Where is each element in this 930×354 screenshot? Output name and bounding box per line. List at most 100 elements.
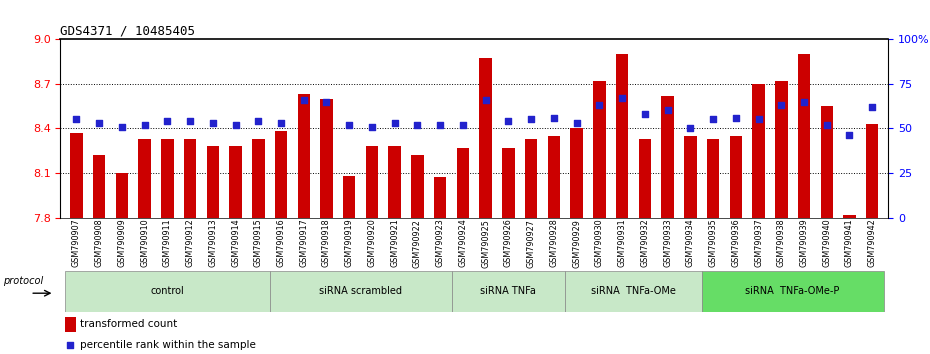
Bar xyxy=(161,139,174,218)
Bar xyxy=(270,271,452,312)
Text: GSM790927: GSM790927 xyxy=(526,219,536,268)
Point xyxy=(69,116,84,122)
Point xyxy=(342,122,357,127)
Text: GSM790909: GSM790909 xyxy=(117,219,126,268)
Bar xyxy=(457,148,469,218)
Text: GSM790914: GSM790914 xyxy=(231,219,240,267)
Point xyxy=(524,116,538,122)
Text: GSM790936: GSM790936 xyxy=(731,219,740,267)
Bar xyxy=(548,136,560,218)
Point xyxy=(774,102,789,108)
Point xyxy=(547,115,562,120)
Bar xyxy=(480,58,492,218)
Text: GSM790908: GSM790908 xyxy=(95,219,103,267)
Bar xyxy=(593,81,605,218)
Point xyxy=(297,97,312,103)
Point xyxy=(819,122,834,127)
Bar xyxy=(93,155,105,218)
Bar xyxy=(684,136,697,218)
Text: GSM790910: GSM790910 xyxy=(140,219,149,267)
Point xyxy=(137,122,152,127)
Point xyxy=(387,120,402,126)
Bar xyxy=(184,139,196,218)
Bar xyxy=(866,124,879,218)
Text: transformed count: transformed count xyxy=(80,319,177,329)
Bar xyxy=(729,136,742,218)
Point xyxy=(591,102,606,108)
Bar xyxy=(707,139,719,218)
Text: GSM790930: GSM790930 xyxy=(595,219,604,267)
Text: control: control xyxy=(151,286,184,296)
Text: GSM790938: GSM790938 xyxy=(777,219,786,267)
Bar xyxy=(298,94,310,218)
Text: GSM790921: GSM790921 xyxy=(391,219,399,268)
Text: GSM790923: GSM790923 xyxy=(435,219,445,268)
Text: GSM790931: GSM790931 xyxy=(618,219,627,267)
Text: GSM790925: GSM790925 xyxy=(481,219,490,268)
Bar xyxy=(570,128,583,218)
Text: GSM790924: GSM790924 xyxy=(458,219,468,268)
Point xyxy=(751,116,766,122)
Point xyxy=(569,120,584,126)
Point xyxy=(410,122,425,127)
Text: GSM790934: GSM790934 xyxy=(685,219,695,267)
Text: GSM790929: GSM790929 xyxy=(572,219,581,268)
Text: siRNA  TNFa-OMe: siRNA TNFa-OMe xyxy=(591,286,676,296)
Point xyxy=(865,104,880,110)
Point xyxy=(432,122,447,127)
Bar xyxy=(139,139,151,218)
Text: GSM790935: GSM790935 xyxy=(709,219,718,268)
Point xyxy=(706,116,721,122)
Bar xyxy=(661,96,674,218)
Bar xyxy=(702,271,884,312)
Bar xyxy=(320,98,333,218)
Bar xyxy=(775,81,788,218)
Bar xyxy=(343,176,355,218)
Bar xyxy=(206,146,219,218)
Bar xyxy=(616,54,629,218)
Text: GDS4371 / 10485405: GDS4371 / 10485405 xyxy=(60,25,195,38)
Text: siRNA scrambled: siRNA scrambled xyxy=(319,286,402,296)
Bar xyxy=(70,133,83,218)
Text: GSM790942: GSM790942 xyxy=(868,219,877,268)
Bar xyxy=(252,139,264,218)
Text: GSM790917: GSM790917 xyxy=(299,219,308,268)
Point xyxy=(62,342,77,348)
Bar xyxy=(411,155,424,218)
Bar xyxy=(502,148,514,218)
Text: GSM790916: GSM790916 xyxy=(276,219,286,267)
Point xyxy=(478,97,493,103)
Bar xyxy=(65,271,270,312)
Text: percentile rank within the sample: percentile rank within the sample xyxy=(80,339,256,350)
Point xyxy=(114,124,129,129)
Text: GSM790933: GSM790933 xyxy=(663,219,672,267)
Text: GSM790940: GSM790940 xyxy=(822,219,831,267)
Point xyxy=(319,99,334,104)
Bar xyxy=(365,146,379,218)
Bar xyxy=(798,54,810,218)
Point xyxy=(273,120,288,126)
Text: GSM790928: GSM790928 xyxy=(550,219,558,268)
Point xyxy=(365,124,379,129)
Text: GSM790912: GSM790912 xyxy=(186,219,194,268)
Text: GSM790915: GSM790915 xyxy=(254,219,263,268)
Point xyxy=(160,118,175,124)
Point xyxy=(206,120,220,126)
Point xyxy=(92,120,107,126)
Bar xyxy=(115,173,128,218)
Text: GSM790918: GSM790918 xyxy=(322,219,331,267)
Bar xyxy=(820,106,833,218)
Text: GSM790922: GSM790922 xyxy=(413,219,422,268)
Bar xyxy=(274,131,287,218)
Bar xyxy=(230,146,242,218)
Text: GSM790926: GSM790926 xyxy=(504,219,513,268)
Bar xyxy=(434,177,446,218)
Text: protocol: protocol xyxy=(3,276,44,286)
Bar xyxy=(452,271,565,312)
Text: GSM790919: GSM790919 xyxy=(345,219,353,268)
Text: GSM790920: GSM790920 xyxy=(367,219,377,268)
Point xyxy=(182,118,197,124)
Text: GSM790907: GSM790907 xyxy=(72,219,81,268)
Text: siRNA  TNFa-OMe-P: siRNA TNFa-OMe-P xyxy=(746,286,840,296)
Point xyxy=(728,115,743,120)
